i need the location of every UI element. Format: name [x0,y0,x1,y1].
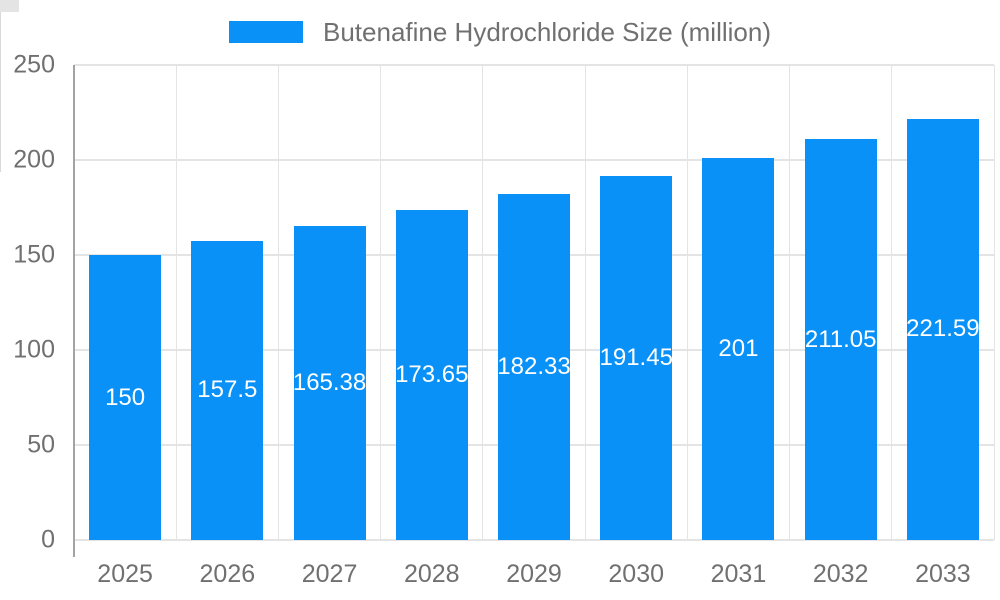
x-tick-label-2031: 2031 [710,560,767,588]
bar-value-label-2031: 201 [718,335,759,363]
gridline-v [482,65,484,540]
y-axis-tick [0,0,19,2]
x-axis-tick [0,76,1,92]
y-axis-tick [0,8,19,10]
gridline-v [584,65,586,540]
y-axis-tick [0,10,19,12]
gridline-h [74,539,994,541]
x-tick-label-2025: 2025 [97,560,153,588]
x-axis-tick [0,60,1,76]
bar-2033[interactable] [906,118,979,540]
gridline-v [686,65,688,540]
bar-2032[interactable] [804,139,877,540]
x-axis-tick [0,108,1,124]
gridline-h [74,159,994,161]
bar-value-label-2026: 157.5 [197,376,258,404]
legend[interactable]: Butenafine Hydrochloride Size (million) [0,16,1000,48]
gridline-v [175,65,177,540]
y-tick-label-0: 0 [41,525,55,554]
y-tick-label-200: 200 [13,145,55,174]
x-tick-label-2032: 2032 [812,560,869,588]
bar-value-label-2030: 191.45 [599,344,673,372]
bar-2030[interactable] [600,176,673,540]
x-tick-label-2026: 2026 [199,560,256,588]
x-axis-tick [0,44,1,60]
bar-2026[interactable] [191,240,264,540]
x-axis-tick [0,28,1,44]
y-tick-label-150: 150 [13,240,55,269]
bar-value-label-2032: 211.05 [804,325,877,353]
x-axis-tick [0,156,1,172]
bar-value-label-2027: 165.38 [292,368,367,396]
gridline-v [789,65,791,540]
x-axis-tick [0,140,1,156]
bar-value-label-2028: 173.65 [395,361,469,389]
y-axis-line [73,65,75,557]
x-tick-label-2029: 2029 [506,560,562,588]
y-axis-tick [0,6,19,8]
x-axis-tick [0,92,1,108]
x-tick-label-2028: 2028 [403,560,460,588]
y-tick-label-50: 50 [27,430,55,459]
bar-2025[interactable] [89,255,162,540]
bar-2028[interactable] [395,210,468,540]
gridline-v [277,65,279,540]
x-axis-tick [0,124,1,140]
gridline-v [993,65,995,540]
legend-swatch [229,21,303,43]
bar-2031[interactable] [702,158,775,540]
bar-value-label-2029: 182.33 [497,352,571,380]
legend-label: Butenafine Hydrochloride Size (million) [323,16,771,47]
bar-2027[interactable] [293,225,366,540]
gridline-h [74,64,994,66]
bar-value-label-2033: 221.59 [906,315,980,343]
gridline-v [891,65,893,540]
bar-value-label-2025: 150 [105,383,146,411]
y-tick-label-250: 250 [13,50,55,79]
x-tick-label-2033: 2033 [915,560,971,588]
y-axis-tick [0,2,19,4]
x-axis-tick [0,12,1,28]
y-tick-label-100: 100 [13,335,55,364]
bar-2029[interactable] [498,193,570,540]
x-tick-label-2027: 2027 [301,560,358,588]
gridline-v [380,65,382,540]
y-axis-tick [0,4,19,6]
x-tick-label-2030: 2030 [608,560,665,588]
